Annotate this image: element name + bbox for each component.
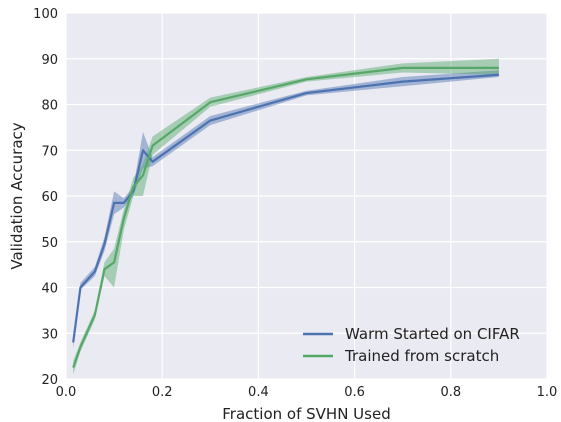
y-tick-label: 80 — [41, 99, 58, 114]
series-line — [72, 66, 499, 368]
x-tick-labels: 0.0 0.2 0.4 0.6 0.8 1.0 — [56, 385, 558, 400]
legend-label: Warm Started on CIFAR — [345, 325, 520, 343]
grid — [65, 12, 548, 380]
y-tick-labels: 20 30 40 50 60 70 80 90 100 — [33, 7, 58, 388]
x-tick-label: 0.6 — [344, 385, 365, 400]
x-tick-label: 0.8 — [440, 385, 461, 400]
confidence-band — [73, 70, 499, 350]
y-tick-label: 40 — [41, 282, 58, 297]
confidence-bands — [73, 58, 499, 375]
y-tick-label: 50 — [41, 236, 58, 251]
y-tick-label: 30 — [41, 327, 58, 342]
y-tick-label: 100 — [33, 7, 58, 22]
x-axis-label: Fraction of SVHN Used — [222, 405, 390, 422]
y-tick-label: 20 — [41, 373, 58, 388]
x-tick-label: 1.0 — [537, 385, 558, 400]
series-lines — [72, 66, 499, 368]
y-tick-label: 60 — [41, 190, 58, 205]
x-tick-label: 0.4 — [248, 385, 269, 400]
y-tick-label: 90 — [41, 53, 58, 68]
x-tick-label: 0.0 — [56, 385, 77, 400]
y-axis-label: Validation Accuracy — [8, 122, 26, 269]
y-tick-label: 70 — [41, 144, 58, 159]
legend: Warm Started on CIFAR Trained from scratc… — [303, 325, 520, 365]
series-line — [72, 73, 499, 343]
x-tick-label: 0.2 — [152, 385, 173, 400]
legend-label: Trained from scratch — [344, 347, 499, 365]
